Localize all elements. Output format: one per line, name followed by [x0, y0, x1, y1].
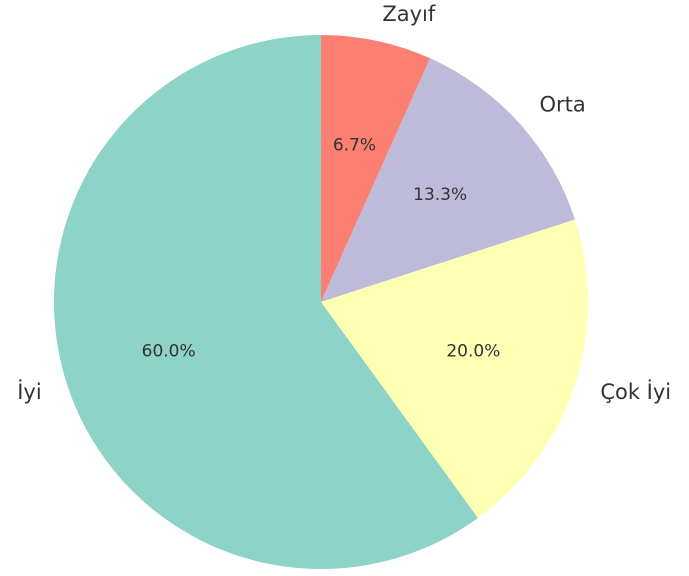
pie-slice	[53, 35, 478, 569]
slice-label: Çok İyi	[600, 379, 671, 404]
slice-label: Orta	[539, 93, 585, 117]
value-label: 6.7%	[333, 135, 376, 155]
pie-slice	[321, 58, 575, 303]
value-label: 60.0%	[142, 342, 196, 362]
slice-label: İyi	[17, 379, 41, 404]
value-label: 13.3%	[413, 185, 467, 205]
slice-label: Zayıf	[382, 2, 436, 26]
pie-slice	[321, 219, 588, 519]
pie-slice	[321, 35, 431, 302]
value-label: 20.0%	[446, 342, 500, 362]
